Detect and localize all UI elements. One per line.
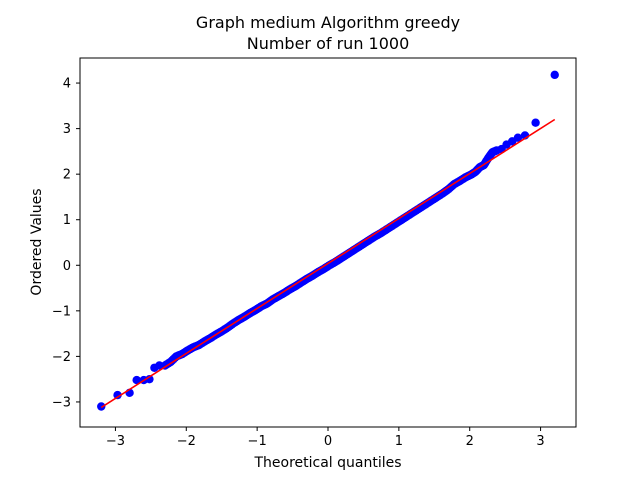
y-tick-label: −2 — [52, 350, 71, 365]
y-axis: −3 −2 −1 0 1 2 3 4 — [52, 77, 80, 410]
y-tick-label: 1 — [63, 213, 71, 228]
data-point — [113, 390, 122, 400]
data-point — [550, 70, 559, 80]
y-tick-label: 3 — [63, 122, 71, 137]
data-point — [132, 375, 141, 385]
x-tick-label: −2 — [177, 434, 196, 449]
x-axis: −3 −2 −1 0 1 2 3 — [106, 427, 545, 449]
plot-area — [97, 70, 559, 411]
data-point — [531, 118, 540, 127]
chart-title-line-2: Number of run 1000 — [247, 34, 410, 53]
y-tick-label: 4 — [63, 77, 71, 92]
y-tick-label: 2 — [63, 168, 71, 183]
y-tick-label: −1 — [52, 304, 71, 319]
x-tick-label: 2 — [466, 434, 474, 449]
y-tick-label: −3 — [52, 395, 71, 410]
y-tick-label: 0 — [63, 259, 71, 274]
x-tick-label: −1 — [248, 434, 267, 449]
x-tick-label: 1 — [395, 434, 403, 449]
data-point — [145, 374, 154, 384]
chart-title-line-1: Graph medium Algorithm greedy — [196, 13, 460, 32]
data-point-dense — [491, 146, 500, 156]
x-tick-label: −3 — [106, 434, 125, 449]
x-tick-label: 3 — [536, 434, 544, 449]
y-axis-label: Ordered Values — [29, 188, 45, 295]
fit-line — [100, 118, 556, 409]
data-point — [513, 133, 523, 142]
x-tick-label: 0 — [324, 434, 332, 449]
x-axis-label: Theoretical quantiles — [253, 455, 401, 471]
